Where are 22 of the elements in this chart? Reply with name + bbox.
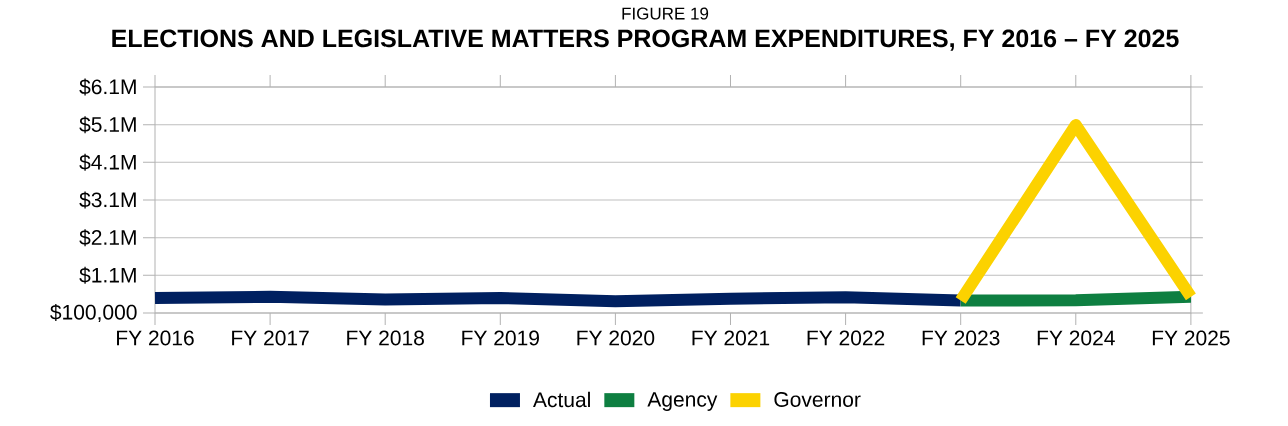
x-tick-label: FY 2022 [807,330,885,346]
y-tick-label: $6.1M [79,78,136,96]
y-tick-label: $4.1M [79,153,136,171]
chart-title: ELECTIONS AND LEGISLATIVE MATTERS PROGRAM EXPENDITURES, FY 2016 – FY 2025 [112,29,1179,51]
x-tick-label: FY 2017 [232,330,309,346]
x-tick-label: FY 2019 [462,330,539,346]
x-tick-label: FY 2025 [1152,330,1230,346]
y-tick-label: $2.1M [79,229,136,247]
y-tick-label: $3.1M [79,191,136,209]
x-tick-label: FY 2016 [117,330,194,346]
x-tick-label: FY 2024 [1037,330,1115,346]
y-tick-label: $100,000 [50,303,137,323]
x-tick-label: FY 2018 [347,330,424,346]
legend-label: Actual [533,391,590,408]
legend-label: Agency [647,392,718,411]
x-tick-label: FY 2020 [577,330,655,346]
x-tick-label: FY 2023 [922,330,1000,346]
legend-label: Governor [774,392,861,407]
y-tick-label: $5.1M [79,116,136,134]
y-tick-label: $1.1M [79,266,136,284]
x-tick-label: FY 2021 [692,330,770,346]
chart-subtitle: FIGURE 19 [622,7,709,20]
